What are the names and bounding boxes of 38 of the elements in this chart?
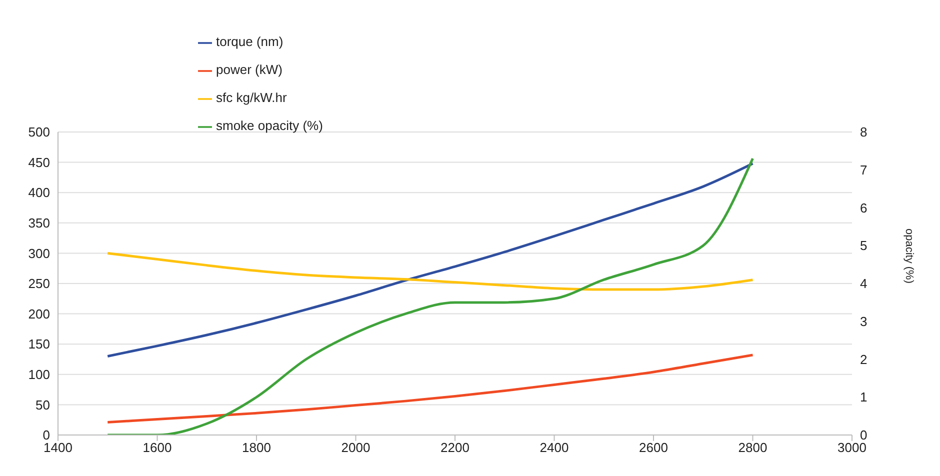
- legend-label: torque (nm): [216, 34, 284, 49]
- x-tick-label: 2400: [540, 440, 569, 456]
- y2-axis-title: opacity (%): [903, 228, 916, 284]
- y-tick-label: 50: [36, 397, 50, 412]
- y-tick-label: 250: [28, 276, 50, 292]
- y2-tick-label: 1: [860, 390, 868, 405]
- y-tick-label: 150: [28, 336, 50, 352]
- line-series: [106, 354, 754, 424]
- y2-tick-label: 7: [860, 162, 868, 178]
- y2-tick-label: 4: [860, 276, 868, 292]
- line-series: [106, 162, 754, 358]
- x-tick-label: 1600: [142, 440, 172, 456]
- x-tick-label: 2600: [639, 440, 668, 456]
- y-tick-label: 100: [28, 367, 50, 382]
- x-tick-label: 2000: [341, 440, 370, 456]
- legend-label: power (kW): [216, 62, 282, 77]
- x-tick-label: 1800: [242, 440, 271, 456]
- y2-tick-label: 6: [860, 200, 868, 216]
- line-series: [106, 252, 754, 291]
- y-tick-label: 0: [42, 428, 50, 443]
- x-tick-label: 2800: [738, 440, 768, 456]
- legend-label: smoke opacity (%): [216, 118, 323, 133]
- y-tick-label: 500: [28, 124, 50, 140]
- y-tick-label: 200: [28, 306, 50, 322]
- y-tick-label: 300: [28, 246, 50, 261]
- y2-tick-label: 0: [860, 428, 868, 443]
- line-series: [106, 157, 754, 435]
- y2-tick-label: 8: [860, 124, 868, 140]
- y-tick-label: 350: [28, 216, 50, 231]
- x-tick-label: 3000: [838, 440, 866, 456]
- y-tick-label: 450: [28, 154, 50, 170]
- x-tick-label: 1400: [44, 440, 72, 456]
- legend-label: sfc kg/kW.hr: [216, 90, 287, 105]
- y2-tick-label: 2: [860, 352, 868, 367]
- y2-tick-label: 3: [860, 314, 868, 329]
- y2-tick-label: 5: [860, 238, 868, 254]
- y-tick-label: 400: [28, 185, 50, 200]
- x-tick-label: 2200: [440, 440, 470, 456]
